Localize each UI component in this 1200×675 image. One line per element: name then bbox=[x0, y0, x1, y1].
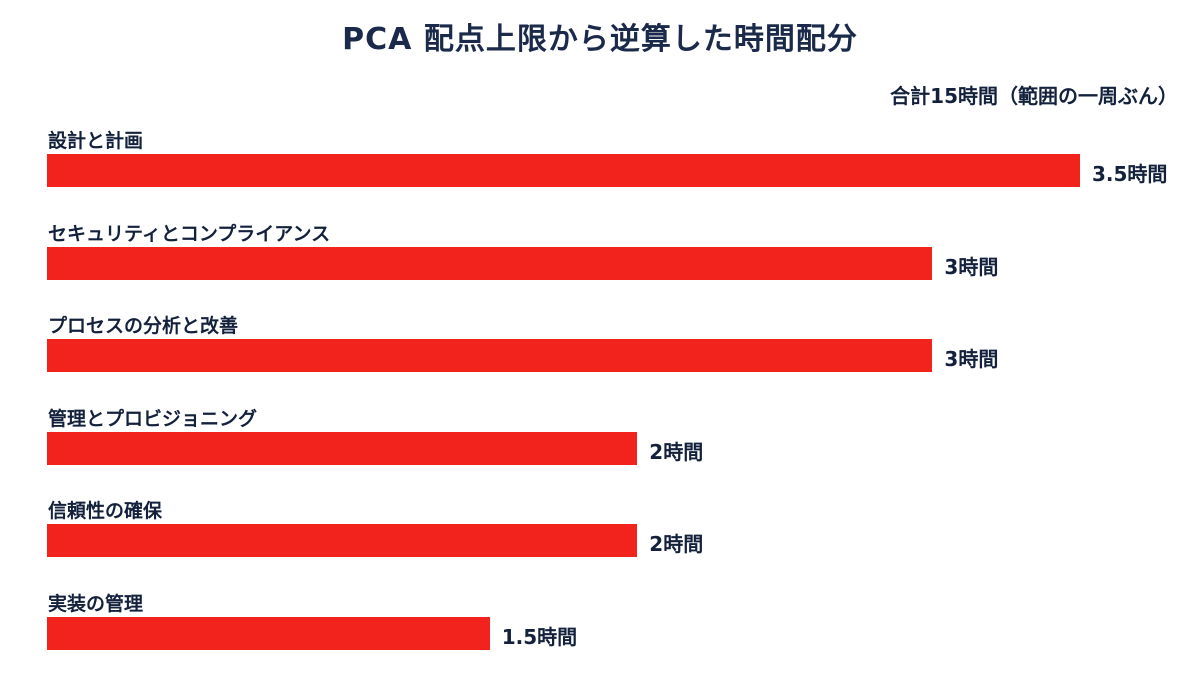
value-label: 2時間 bbox=[649, 532, 704, 556]
value-label: 3.5時間 bbox=[1092, 162, 1168, 186]
bar bbox=[47, 616, 490, 650]
value-label: 1.5時間 bbox=[501, 624, 578, 649]
bar bbox=[47, 154, 1080, 187]
chart-subtitle: 合計15時間（範囲の一周ぶん） bbox=[890, 84, 1178, 108]
bar bbox=[47, 339, 933, 372]
category-label: 設計と計画 bbox=[48, 130, 144, 152]
category-label: 信頼性の確保 bbox=[48, 500, 163, 522]
category-label: 管理とプロビジョニング bbox=[48, 407, 258, 430]
category-label: 実装の管理 bbox=[48, 592, 144, 615]
bar bbox=[47, 246, 933, 280]
value-label: 3時間 bbox=[944, 347, 999, 371]
bar bbox=[47, 431, 638, 465]
value-label: 3時間 bbox=[944, 254, 999, 279]
bar bbox=[47, 524, 638, 557]
category-label: セキュリティとコンプライアンス bbox=[48, 222, 331, 245]
chart-title: PCA 配点上限から逆算した時間配分 bbox=[342, 22, 858, 57]
category-label: プロセスの分析と改善 bbox=[48, 315, 239, 337]
value-label: 2時間 bbox=[649, 439, 704, 464]
